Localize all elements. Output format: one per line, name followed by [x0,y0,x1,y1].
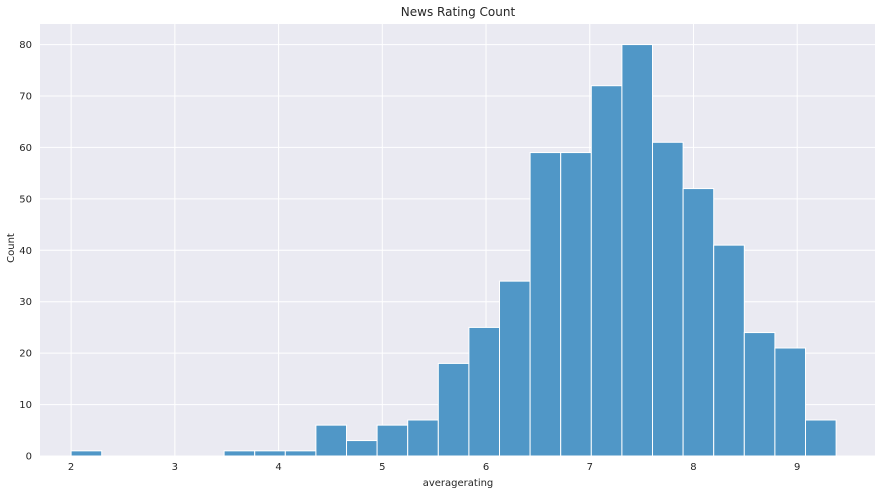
y-tick-label: 20 [19,349,32,360]
histogram-bar [682,188,715,457]
y-tick-labels: 0 10 20 30 40 50 60 70 80 [19,40,32,462]
y-tick-label: 30 [19,297,32,308]
histogram-bar [529,152,562,457]
x-tick-label: 4 [275,462,281,473]
histogram-bar [805,419,837,457]
x-tick-label: 3 [172,462,178,473]
x-tick-label: 9 [794,462,800,473]
histogram-bar [713,244,745,457]
histogram-bar [590,85,623,457]
histogram-bar [70,450,103,457]
histogram-bar [284,450,317,457]
x-tick-label: 6 [483,462,489,473]
x-tick-label: 2 [68,462,74,473]
histogram-bar [254,450,286,457]
histogram-bar [743,332,776,457]
x-axis-label: averagerating [423,478,494,489]
x-tick-label: 5 [379,462,385,473]
y-tick-label: 40 [19,246,32,257]
histogram-bar [621,44,654,457]
x-tick-label: 8 [690,462,696,473]
histogram-bar [346,440,378,457]
chart-title: News Rating Count [401,5,516,19]
histogram-bar [652,141,684,457]
y-axis-label: Count [6,233,17,263]
histogram-bar [468,326,501,457]
histogram-bar [223,450,256,457]
x-tick-labels: 2 3 4 5 6 7 8 9 [68,462,800,473]
histogram-bar [407,419,439,457]
y-tick-label: 10 [19,400,32,411]
y-tick-label: 70 [19,92,32,103]
x-tick-label: 7 [587,462,593,473]
y-tick-label: 60 [19,143,32,154]
histogram-bar [560,152,592,457]
histogram-bar [437,362,470,457]
y-tick-label: 0 [26,452,32,463]
bars [70,44,837,457]
y-tick-label: 50 [19,194,32,205]
histogram-bar [774,347,807,457]
histogram-bar [499,280,531,457]
histogram-bar [315,424,348,457]
histogram-bar [376,424,409,457]
y-tick-label: 80 [19,40,32,51]
